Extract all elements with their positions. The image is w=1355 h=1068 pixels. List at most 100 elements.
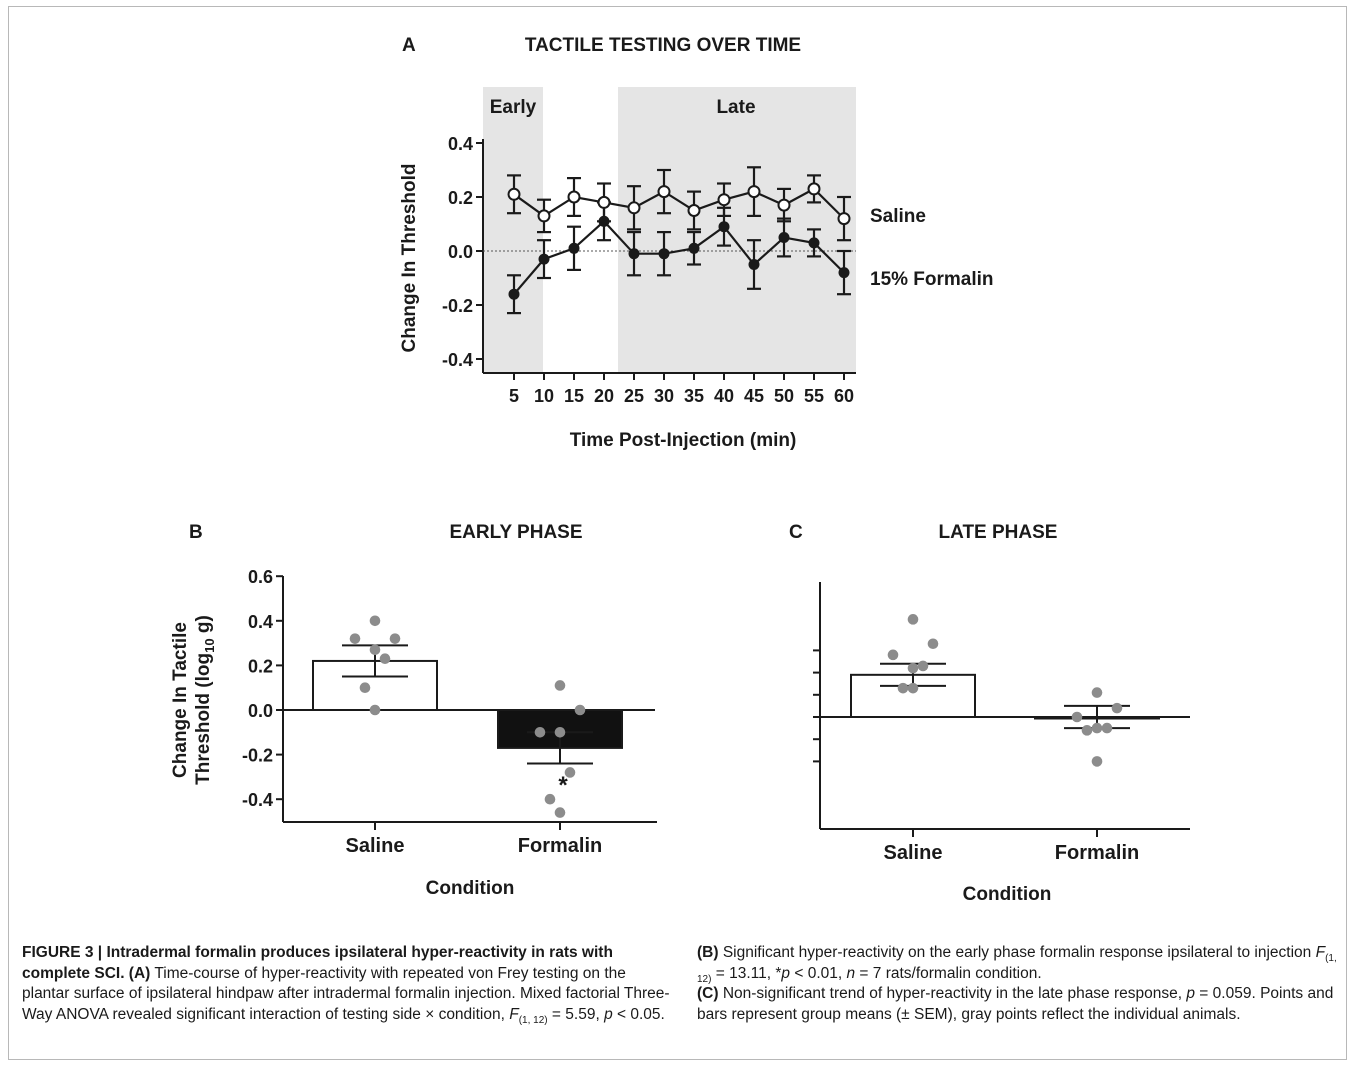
data-point-saline: [807, 182, 821, 196]
caption-title: Intradermal formalin produces ipsilatera…: [22, 944, 613, 982]
data-point-saline: [507, 187, 521, 201]
panel-a-xtick-label: 40: [714, 386, 734, 406]
panel-a-xtick-label: 15: [564, 386, 584, 406]
panel-c-individual-point-formalin: [1071, 711, 1083, 723]
caption-b-stat-df: (1, 12): [697, 953, 1337, 985]
phase-late-label: Late: [716, 97, 755, 118]
panel-c-individual-point-saline: [907, 614, 919, 625]
data-point-saline: [657, 185, 671, 199]
panel-b-individual-point-saline: [359, 682, 371, 693]
panel-a-xtick-label: 45: [744, 386, 764, 406]
phase-region-early: [483, 87, 543, 373]
caption-b-label: (B): [697, 944, 719, 961]
legend-formalin-label: 15% Formalin: [870, 269, 994, 290]
data-point-formalin: [568, 242, 580, 254]
phase-early-label: Early: [490, 97, 537, 118]
panel-b-category-label-saline: Saline: [346, 835, 405, 857]
panel-a-xtick-label: 55: [804, 386, 824, 406]
panel-b-individual-point-saline: [349, 633, 361, 644]
legend-saline-label: Saline: [870, 206, 926, 227]
caption-a-stat-df: (1, 12): [518, 1014, 548, 1026]
panel-a-xlabel: Time Post-Injection (min): [570, 430, 797, 451]
panel-a-ytick-label: -0.2: [442, 296, 473, 316]
panel-a-ylabel: Change In Threshold: [399, 164, 420, 353]
caption-c-label: (C): [697, 985, 719, 1003]
panel-a-title: TACTILE TESTING OVER TIME: [525, 35, 801, 56]
data-point-formalin: [538, 253, 550, 265]
caption-b-stat-f: F: [1315, 944, 1326, 961]
panel-c: C LATE PHASE Saline Formalin Condition: [789, 522, 1190, 905]
data-point-formalin: [688, 242, 700, 254]
panel-a-xtick-label: 25: [624, 386, 644, 406]
panel-a-xtick-label: 20: [594, 386, 614, 406]
caption-b-text1: Significant hyper-reactivity on the earl…: [718, 944, 1316, 961]
panel-b-ylabel: Change In Tactile Threshold (log10 g): [170, 615, 217, 785]
panel-b-individual-point-saline: [369, 704, 381, 716]
panel-b-individual-point-formalin: [574, 704, 586, 716]
data-point-saline: [777, 198, 791, 212]
panel-a-xtick-label: 5: [509, 386, 519, 406]
caption-b-text3: < 0.01,: [790, 964, 847, 982]
panel-b-individual-point-formalin: [554, 807, 566, 818]
panel-a-ytick-label: 0.0: [448, 242, 473, 262]
panel-b-individual-point-formalin: [564, 767, 576, 778]
panel-c-individual-point-saline: [927, 638, 939, 650]
panel-b-ytick-label: 0.2: [248, 656, 273, 676]
panel-a-xtick-label: 30: [654, 386, 674, 406]
panel-c-bar-saline: [850, 673, 976, 719]
data-point-formalin: [748, 259, 760, 270]
panel-b-individual-point-saline: [389, 633, 401, 644]
panel-a-xtick-label: 50: [774, 386, 794, 406]
data-point-formalin: [658, 248, 670, 260]
panel-c-individual-point-formalin: [1091, 687, 1103, 698]
panel-c-individual-point-saline: [897, 682, 909, 694]
panel-b-letter: B: [189, 522, 203, 543]
data-point-formalin: [628, 248, 640, 260]
data-point-formalin: [508, 288, 520, 300]
panel-b-ytick-label: 0.0: [248, 701, 273, 721]
caption-right: (B) Significant hyper-reactivity on the …: [697, 943, 1347, 1025]
data-point-saline: [627, 201, 641, 215]
caption-a-stat-p: p: [604, 1005, 613, 1023]
panel-b-individual-point-saline: [379, 653, 391, 665]
caption-a-text: Time-course of hyper-reactivity with rep…: [22, 964, 670, 1023]
panel-a-xtick-label: 60: [834, 386, 854, 406]
data-point-formalin: [718, 221, 730, 233]
panel-c-title: LATE PHASE: [939, 522, 1058, 543]
panel-b-ylabel-line1: Change In Tactile: [170, 622, 191, 778]
data-point-formalin: [838, 267, 850, 279]
data-point-saline: [687, 204, 701, 217]
panel-b-plot: 0.6 0.4 0.2 0.0 -0.2 -0.4 Saline Formalin *: [242, 567, 657, 857]
panel-b-individual-point-saline: [369, 615, 381, 627]
panel-a-ytick-label: 0.4: [448, 134, 473, 154]
panel-a-series: [507, 166, 851, 315]
panel-c-individual-point-saline: [907, 682, 919, 694]
caption-a-stat-p-value: < 0.05.: [612, 1005, 665, 1023]
panel-c-category-label-saline: Saline: [884, 842, 943, 864]
panel-c-individual-point-saline: [907, 662, 919, 674]
panel-b-ylabel-line2: Threshold (log10 g): [193, 615, 217, 785]
panel-a-ytick-label: -0.4: [442, 350, 473, 370]
panel-a: A TACTILE TESTING OVER TIME Early Late 0…: [399, 35, 994, 451]
caption-c-text2: = 0.059. Points and bars represent group…: [697, 985, 1334, 1023]
panel-a-xtick-label: 35: [684, 386, 704, 406]
panel-c-individual-point-formalin: [1091, 756, 1103, 767]
panel-c-individual-point-formalin: [1111, 702, 1123, 714]
data-point-saline: [567, 190, 581, 204]
panel-c-individual-point-formalin: [1081, 725, 1093, 736]
panel-b-ytick-label: -0.2: [242, 746, 273, 766]
panel-a-ytick-label: 0.2: [448, 188, 473, 208]
panel-b: B EARLY PHASE 0.6 0.4 0.2 0.0 -0.2 -0.4 Saline…: [170, 522, 657, 899]
panel-c-category-label-formalin: Formalin: [1055, 842, 1139, 864]
caption-a-stat-value: = 5.59,: [547, 1005, 605, 1023]
panel-c-plot: Saline Formalin: [813, 582, 1190, 864]
panel-b-individual-point-formalin: [554, 727, 566, 738]
caption-figure-label: FIGURE 3 |: [22, 944, 107, 961]
panel-b-title: EARLY PHASE: [449, 522, 582, 543]
panel-a-xtick-label: 10: [534, 386, 554, 406]
data-point-saline: [537, 209, 551, 223]
panel-b-individual-point-formalin: [554, 680, 566, 691]
data-point-saline: [837, 212, 851, 226]
panel-b-category-label-formalin: Formalin: [518, 835, 602, 857]
